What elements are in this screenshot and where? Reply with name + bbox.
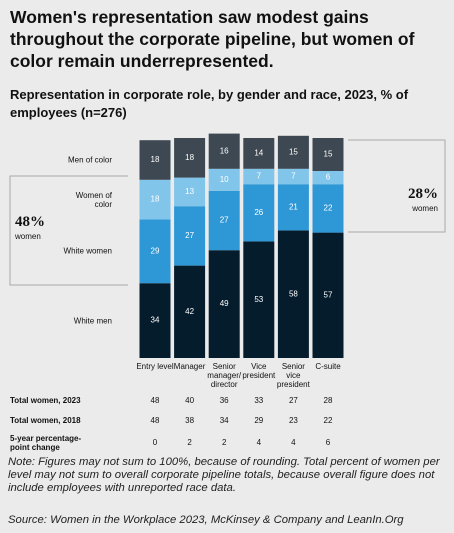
data-label: 26 (254, 208, 263, 217)
x-tick-label: Senior manager/ director (207, 362, 242, 389)
bar-segment (312, 184, 344, 233)
annotation-text: women (412, 204, 438, 213)
bar-segment (312, 232, 344, 358)
bar-segment (139, 179, 171, 220)
bracket-right (348, 139, 446, 233)
bar-segment (139, 140, 171, 180)
data-label: 27 (220, 216, 229, 225)
data-label: 15 (289, 147, 298, 156)
table-row-label: 5-year percentage-point change (10, 434, 82, 452)
bar-segment (174, 177, 206, 207)
table-cell: 6 (325, 438, 331, 447)
annotation-text: women (15, 232, 41, 241)
bar-segment (174, 138, 206, 178)
bar-segment (277, 184, 309, 231)
table-cell: 40 (185, 396, 195, 405)
bar-segment (208, 190, 240, 251)
series-label: White men (73, 316, 112, 326)
data-label: 6 (326, 173, 331, 182)
data-label: 15 (324, 150, 333, 159)
data-label: 42 (185, 307, 194, 316)
data-label: 34 (151, 316, 160, 325)
table-cell: 48 (150, 416, 160, 425)
data-label: 22 (324, 204, 333, 213)
series-label: Men of color (67, 155, 112, 165)
data-label: 21 (289, 202, 298, 211)
bar-segment (312, 138, 344, 171)
data-label: 27 (185, 231, 194, 240)
bar-segment (277, 230, 309, 358)
table-cell: 33 (254, 396, 264, 405)
bar-segment (174, 206, 206, 266)
bar-segment (139, 283, 171, 358)
data-label: 10 (220, 175, 229, 184)
bar-segment (208, 250, 240, 358)
series-label: Women of color (75, 190, 112, 209)
table-row-label: Total women, 2018 (10, 416, 81, 425)
x-tick-label: Entry level (136, 362, 174, 371)
series-label: White women (63, 246, 112, 256)
table-cell: 2 (221, 438, 227, 447)
data-label: 18 (185, 153, 194, 162)
bar-segment (243, 184, 275, 242)
bar-segment (243, 168, 275, 185)
data-label: 58 (289, 289, 298, 298)
bar-segment (174, 265, 206, 358)
table-cell: 29 (254, 416, 264, 425)
table-cell: 28 (323, 396, 333, 405)
bar-segment (208, 133, 240, 169)
data-label: 29 (151, 246, 160, 255)
table-cell: 4 (291, 438, 296, 447)
bar-segment (277, 135, 309, 169)
data-label: 18 (151, 155, 160, 164)
bar-segment (243, 241, 275, 358)
data-label: 49 (220, 299, 229, 308)
bar-segment (139, 219, 171, 284)
table-cell: 27 (288, 396, 298, 405)
table-cell: 0 (152, 438, 158, 447)
table-cell: 22 (323, 416, 333, 425)
annotation-value: 48% (15, 214, 45, 230)
chart-subtitle: Representation in corporate role, by gen… (10, 87, 409, 120)
data-label: 7 (257, 172, 262, 181)
bar-segment (208, 168, 240, 191)
chart-title: Women's representation saw modest gains … (10, 7, 415, 71)
x-tick-label: C-suite (315, 362, 341, 371)
x-tick-label: Vice president (242, 362, 276, 380)
table-cell: 23 (288, 416, 298, 425)
bar-segment (277, 168, 309, 185)
note: Note: Figures may not sum to 100%, becau… (8, 456, 440, 494)
table-cell: 36 (219, 396, 229, 405)
table-cell: 4 (256, 438, 262, 447)
table-row-label: Total women, 2023 (10, 396, 81, 405)
x-tick-label: Manager (173, 362, 206, 371)
x-tick-label: Senior vice president (276, 362, 310, 389)
table-cell: 2 (187, 438, 192, 447)
data-label: 57 (324, 290, 333, 299)
bar-segment (312, 171, 344, 185)
table-cell: 38 (185, 416, 195, 425)
bracket-left (9, 175, 128, 286)
table-cell: 48 (150, 396, 160, 405)
data-label: 7 (291, 172, 296, 181)
source: Source: Women in the Workplace 2023, McK… (8, 514, 404, 526)
data-label: 13 (185, 187, 194, 196)
annotation-value: 28% (408, 186, 438, 202)
table-cell: 34 (219, 416, 229, 425)
data-label: 18 (151, 195, 160, 204)
data-label: 53 (254, 295, 263, 304)
bar-segment (243, 138, 275, 169)
data-label: 14 (254, 149, 263, 158)
data-label: 16 (220, 146, 229, 155)
